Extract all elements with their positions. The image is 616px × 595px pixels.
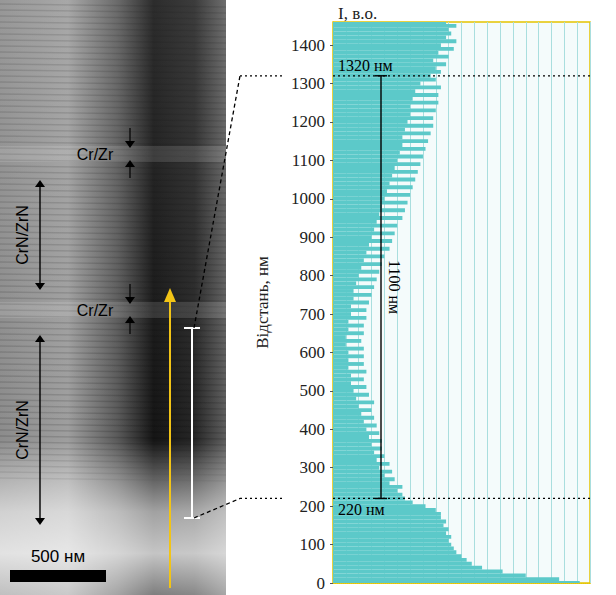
svg-text:1200: 1200 xyxy=(291,112,325,131)
svg-text:I, в.о.: I, в.о. xyxy=(338,4,377,23)
svg-text:1000: 1000 xyxy=(291,189,325,208)
svg-text:500: 500 xyxy=(300,381,326,400)
svg-text:200: 200 xyxy=(300,497,326,516)
svg-text:220 нм: 220 нм xyxy=(338,501,385,518)
svg-text:500 нм: 500 нм xyxy=(31,547,85,566)
svg-text:300: 300 xyxy=(300,458,326,477)
svg-text:Відстань, нм: Відстань, нм xyxy=(253,256,272,349)
svg-text:CrN/ZrN: CrN/ZrN xyxy=(14,400,31,460)
svg-text:100: 100 xyxy=(300,535,326,554)
svg-text:1400: 1400 xyxy=(291,36,325,55)
svg-text:600: 600 xyxy=(300,343,326,362)
svg-text:1300: 1300 xyxy=(291,74,325,93)
svg-text:900: 900 xyxy=(300,228,326,247)
svg-text:Cr/Zr: Cr/Zr xyxy=(77,146,114,163)
svg-text:400: 400 xyxy=(300,420,326,439)
svg-text:0: 0 xyxy=(317,574,326,593)
svg-text:1320 нм: 1320 нм xyxy=(338,57,393,74)
svg-text:1100: 1100 xyxy=(292,151,325,170)
svg-text:CrN/ZrN: CrN/ZrN xyxy=(14,205,31,265)
svg-text:Cr/Zr: Cr/Zr xyxy=(77,302,114,319)
svg-text:1100 нм: 1100 нм xyxy=(386,260,403,314)
svg-text:800: 800 xyxy=(300,266,326,285)
svg-text:700: 700 xyxy=(300,305,326,324)
